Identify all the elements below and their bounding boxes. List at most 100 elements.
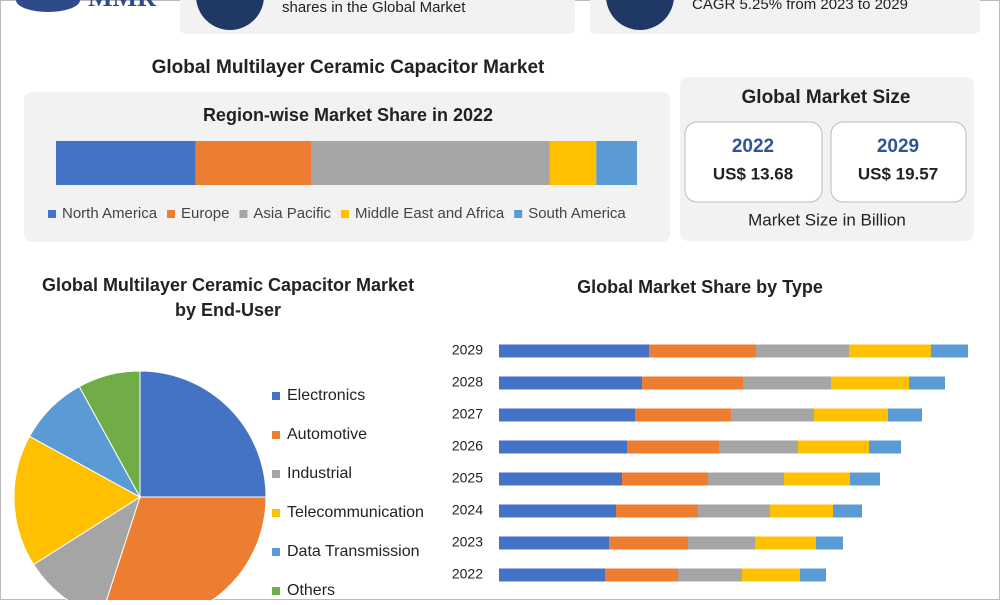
bar-segment: [909, 376, 945, 390]
legend-label: Industrial: [287, 465, 352, 482]
legend-label: Middle East and Africa: [355, 205, 505, 222]
legend-swatch: [239, 210, 248, 218]
bar-segment: [499, 408, 635, 422]
chart-title: Global Multilayer Ceramic Capacitor Mark…: [42, 275, 414, 295]
bar-segment: [742, 568, 800, 582]
legend-swatch: [272, 548, 280, 556]
bar-segment: [678, 568, 742, 582]
size-card: [830, 121, 967, 203]
y-tick-label: 2022: [452, 566, 483, 582]
bar-segment: [688, 536, 755, 550]
bar-segment: [888, 408, 922, 422]
legend-label: Others: [287, 582, 335, 599]
size-year: 2029: [877, 136, 919, 157]
bar-segment: [743, 376, 831, 390]
legend-swatch: [272, 470, 280, 478]
bar-segment: [731, 408, 814, 422]
card-icon: [196, 0, 264, 30]
legend-label: Asia Pacific: [253, 205, 331, 222]
y-tick-label: 2026: [452, 438, 483, 454]
y-tick-label: 2024: [452, 502, 483, 518]
bar-segment: [642, 376, 743, 390]
bar-segment: [698, 504, 770, 518]
size-note: Market Size in Billion: [748, 210, 906, 229]
pie-slice: [78, 370, 141, 498]
size-value: US$ 13.68: [713, 164, 793, 183]
size-year: 2022: [732, 136, 774, 157]
bar-segment: [605, 568, 678, 582]
legend-swatch: [272, 392, 280, 400]
legend-label: Automotive: [287, 426, 367, 443]
bar-segment: [869, 440, 901, 454]
bar-segment: [814, 408, 888, 422]
bar-segment: [784, 472, 850, 486]
size-value: US$ 19.57: [858, 164, 938, 183]
bar-segment: [770, 504, 833, 518]
bar-segment: [499, 568, 605, 582]
bar-segment: [708, 472, 784, 486]
y-tick-label: 2028: [452, 374, 483, 390]
bar-segment: [635, 408, 731, 422]
bar-segment: [56, 141, 196, 185]
legend-swatch: [48, 210, 56, 218]
bar-segment: [850, 472, 880, 486]
bar-segment: [499, 344, 649, 358]
legend-swatch: [272, 587, 280, 595]
header-card: [590, 0, 980, 34]
main-title: Global Multilayer Ceramic Capacitor Mark…: [152, 57, 545, 78]
logo: MMR: [88, 0, 156, 12]
legend-swatch: [340, 210, 349, 218]
legend-label: North America: [62, 205, 158, 222]
bar-segment: [849, 344, 931, 358]
header-card-text: CAGR 5.25% from 2023 to 2029: [692, 0, 908, 13]
bar-segment: [499, 504, 616, 518]
bar-segment: [755, 536, 816, 550]
bar-segment: [549, 141, 597, 185]
y-tick-label: 2029: [452, 342, 483, 358]
bar-segment: [833, 504, 862, 518]
header-card: [180, 0, 575, 34]
y-tick-label: 2027: [452, 406, 483, 422]
bar-segment: [195, 141, 312, 185]
market-size-title: Global Market Size: [742, 87, 911, 108]
legend-swatch: [167, 210, 176, 218]
bar-segment: [627, 440, 719, 454]
chart-title: by End-User: [175, 300, 281, 320]
y-tick-label: 2023: [452, 534, 483, 550]
legend-label: Telecommunication: [287, 504, 424, 521]
legend-label: South America: [528, 205, 626, 222]
y-tick-label: 2025: [452, 470, 483, 486]
bar-segment: [931, 344, 968, 358]
bar-segment: [649, 344, 756, 358]
legend-swatch: [272, 431, 280, 439]
bar-segment: [798, 440, 869, 454]
bar-segment: [616, 504, 698, 518]
legend-label: Data Transmission: [287, 543, 420, 560]
logo-icon: [16, 0, 80, 12]
card-icon: [606, 0, 674, 30]
bar-segment: [499, 440, 627, 454]
bar-segment: [499, 472, 622, 486]
bar-segment: [719, 440, 798, 454]
bar-segment: [816, 536, 843, 550]
pie-slice: [13, 435, 141, 566]
chart-title: Region-wise Market Share in 2022: [203, 105, 493, 125]
bar-segment: [622, 472, 708, 486]
pie-slice: [104, 496, 267, 605]
size-card: [684, 121, 823, 203]
pie-slice: [32, 495, 141, 605]
bar-segment: [609, 536, 688, 550]
legend-swatch: [272, 509, 280, 517]
bar-segment: [800, 568, 826, 582]
legend-swatch: [514, 210, 523, 218]
legend-label: Europe: [181, 205, 229, 222]
chart-title: Global Market Share by Type: [577, 277, 823, 297]
bar-segment: [499, 376, 642, 390]
legend-label: Electronics: [287, 387, 365, 404]
bar-segment: [499, 536, 609, 550]
pie-slice: [139, 370, 267, 498]
bar-segment: [596, 141, 637, 185]
header-card-text: shares in the Global Market: [282, 0, 466, 16]
